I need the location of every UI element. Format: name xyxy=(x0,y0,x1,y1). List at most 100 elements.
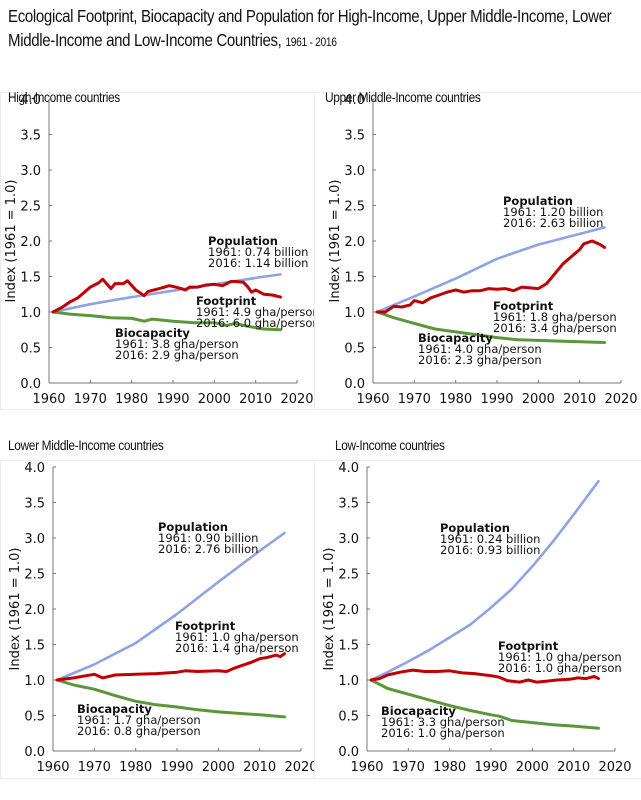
x-tick-label: 1990 xyxy=(160,760,193,775)
annotation-label: Footprint xyxy=(175,619,236,633)
x-tick-label: 1990 xyxy=(156,392,189,407)
y-axis-label: Index (1961 = 1.0) xyxy=(322,548,337,671)
x-tick-label: 1990 xyxy=(474,760,507,775)
x-tick-label: 1980 xyxy=(433,760,466,775)
annotation-1961: 1961: 0.90 billion xyxy=(158,531,258,545)
x-tick-label: 2020 xyxy=(284,760,314,775)
x-tick-label: 2010 xyxy=(239,392,272,407)
panel-upper-middle-income xyxy=(314,92,641,410)
y-tick-label: 1.0 xyxy=(24,674,45,689)
y-tick-label: 3.0 xyxy=(24,532,45,547)
annotation-1961: 1961: 1.0 gha/person xyxy=(175,630,299,644)
y-tick-label: 1.0 xyxy=(20,306,41,321)
y-tick-label: 1.5 xyxy=(24,639,45,654)
y-tick-label: 3.5 xyxy=(344,129,365,144)
y-tick-label: 0.0 xyxy=(344,377,365,392)
y-tick-label: 0.5 xyxy=(20,342,41,357)
series-line-biocapacity xyxy=(369,678,600,730)
y-tick-label: 3.5 xyxy=(24,497,45,512)
y-tick-label: 2.0 xyxy=(338,603,359,618)
series-line-biocapacity xyxy=(375,310,606,344)
annotation-label: Footprint xyxy=(498,639,559,653)
series-line-population xyxy=(55,531,286,682)
y-tick-label: 3.0 xyxy=(20,164,41,179)
y-tick-label: 3.5 xyxy=(338,497,359,512)
x-tick-label: 1960 xyxy=(36,760,69,775)
x-tick-label: 2000 xyxy=(522,392,555,407)
y-tick-label: 2.0 xyxy=(344,235,365,250)
annotation-2016: 2016: 2.3 gha/person xyxy=(418,353,542,367)
annotation-label: Population xyxy=(503,194,573,208)
x-tick-label: 1960 xyxy=(356,392,389,407)
annotation-1961: 1961: 1.0 gha/person xyxy=(498,650,622,664)
y-tick-label: 4.0 xyxy=(344,93,365,108)
y-axis-label: Index (1961 = 1.0) xyxy=(328,180,343,303)
series-line-footprint xyxy=(55,652,286,682)
series-line-population xyxy=(51,273,282,314)
y-tick-label: 0.0 xyxy=(24,745,45,760)
figure-title-years: 1961 - 2016 xyxy=(285,35,337,49)
x-tick-label: 1980 xyxy=(439,392,472,407)
y-axis-label: Index (1961 = 1.0) xyxy=(8,548,23,671)
y-tick-label: 0.0 xyxy=(20,377,41,392)
y-tick-label: 3.0 xyxy=(338,532,359,547)
x-tick-label: 1970 xyxy=(398,392,431,407)
series-line-biocapacity xyxy=(55,678,286,719)
annotation-label: Population xyxy=(158,520,228,534)
annotation-1961: 1961: 1.8 gha/person xyxy=(493,310,617,324)
annotation-2016: 2016: 1.0 gha/person xyxy=(381,726,505,740)
y-tick-label: 1.5 xyxy=(338,639,359,654)
y-tick-label: 3.5 xyxy=(20,129,41,144)
y-axis-label: Index (1961 = 1.0) xyxy=(4,180,19,303)
annotation-1961: 1961: 3.8 gha/person xyxy=(115,337,239,351)
y-tick-label: 0.5 xyxy=(344,342,365,357)
x-tick-label: 1970 xyxy=(78,760,111,775)
y-tick-label: 1.0 xyxy=(344,306,365,321)
x-tick-label: 1970 xyxy=(74,392,107,407)
y-tick-label: 2.0 xyxy=(20,235,41,250)
series-line-footprint xyxy=(51,277,282,314)
annotation-2016: 2016: 1.14 billion xyxy=(208,256,308,270)
annotation-2016: 2016: 1.0 gha/person xyxy=(498,661,622,675)
x-tick-label: 1960 xyxy=(32,392,65,407)
annotation-2016: 2016: 0.93 billion xyxy=(440,543,540,557)
annotation-1961: 1961: 4.9 gha/person xyxy=(196,305,314,319)
x-tick-label: 2010 xyxy=(557,760,590,775)
series-line-population xyxy=(369,479,600,682)
x-tick-label: 1980 xyxy=(115,392,148,407)
y-tick-label: 1.0 xyxy=(338,674,359,689)
series-line-biocapacity xyxy=(51,310,282,332)
annotation-1961: 1961: 1.7 gha/person xyxy=(77,713,201,727)
annotation-label: Population xyxy=(440,521,510,535)
y-tick-label: 4.0 xyxy=(24,461,45,476)
annotation-label: Footprint xyxy=(493,299,554,313)
x-tick-label: 2000 xyxy=(516,760,549,775)
y-tick-label: 4.0 xyxy=(20,93,41,108)
y-tick-label: 0.0 xyxy=(338,745,359,760)
annotation-label: Footprint xyxy=(196,294,257,308)
x-tick-label: 2010 xyxy=(243,760,276,775)
annotation-2016: 2016: 2.76 billion xyxy=(158,542,258,556)
annotation-2016: 2016: 0.8 gha/person xyxy=(77,724,201,738)
annotation-label: Population xyxy=(208,234,278,248)
x-tick-label: 1960 xyxy=(350,760,383,775)
x-tick-label: 1990 xyxy=(480,392,513,407)
annotation-1961: 1961: 1.20 billion xyxy=(503,205,603,219)
panel-low-income xyxy=(314,460,641,779)
y-tick-label: 3.0 xyxy=(344,164,365,179)
panel-title-upper-middle-income: Upper Middle-Income countries xyxy=(325,89,481,105)
x-tick-label: 2000 xyxy=(198,392,231,407)
annotation-1961: 1961: 4.0 gha/person xyxy=(418,342,542,356)
y-tick-label: 0.5 xyxy=(338,710,359,725)
annotation-2016: 2016: 3.4 gha/person xyxy=(493,321,617,335)
annotation-2016: 2016: 2.63 billion xyxy=(503,216,603,230)
